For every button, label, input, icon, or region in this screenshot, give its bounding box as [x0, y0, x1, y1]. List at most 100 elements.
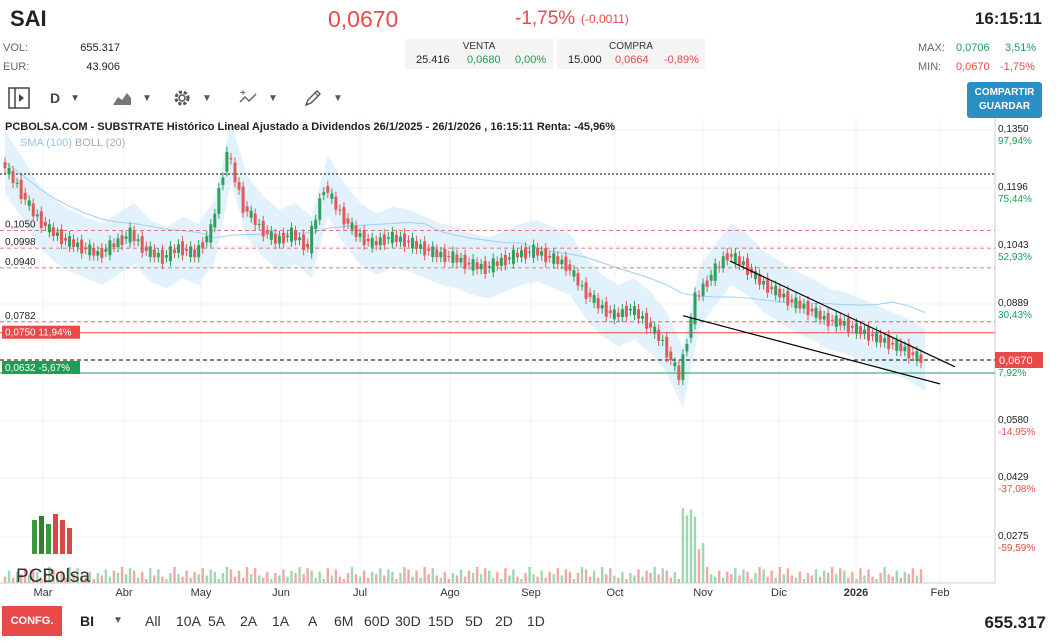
drawing-tools-select[interactable]: ▼: [303, 84, 343, 112]
green-marker-label: 0,0632 -5,67%: [5, 363, 70, 374]
mode-select[interactable]: BI: [80, 613, 94, 629]
volume-bar: [512, 569, 515, 583]
max-value: 0,0706: [956, 42, 990, 54]
candle-body: [140, 236, 144, 253]
volume-bar: [209, 569, 212, 583]
volume-bar: [173, 567, 176, 583]
volume-bar: [270, 579, 273, 583]
volume-bar: [411, 576, 414, 583]
candle-body: [47, 224, 51, 233]
right-axis-percent: 30,43%: [998, 310, 1032, 321]
candle-body: [846, 318, 850, 333]
candle-body: [152, 249, 156, 258]
volume-bar: [750, 579, 753, 583]
candle-body: [854, 323, 858, 334]
volume-bar: [564, 569, 568, 583]
range-5d[interactable]: 5D: [465, 613, 483, 629]
range-5a[interactable]: 5A: [208, 613, 226, 629]
candle-body: [362, 230, 366, 246]
volume-bar: [899, 577, 902, 583]
share-save-button[interactable]: COMPARTIR GUARDAR: [967, 82, 1042, 118]
range-all[interactable]: All: [145, 613, 161, 629]
range-2a[interactable]: 2A: [240, 613, 258, 629]
volume-bar: [629, 573, 632, 583]
volume-bar: [847, 577, 850, 583]
candle-body: [548, 255, 552, 258]
candle-body: [624, 306, 628, 317]
chart-type-select[interactable]: ▼: [112, 84, 152, 112]
volume-bar: [677, 579, 681, 583]
range-15d[interactable]: 15D: [428, 613, 454, 629]
candle-body: [205, 236, 209, 243]
candle-body: [76, 242, 80, 248]
settings-select[interactable]: ▼: [172, 84, 212, 112]
volume-bar: [855, 579, 858, 583]
range-30d[interactable]: 30D: [395, 613, 421, 629]
candle-body: [919, 354, 923, 364]
volume-bar: [713, 576, 717, 583]
volume-bar: [233, 576, 237, 583]
panel-toggle-button[interactable]: [7, 84, 31, 112]
vol-value: 655.317: [80, 42, 120, 54]
volume-bar: [266, 571, 269, 583]
candle-body: [197, 245, 201, 258]
buy-percent: -0,89%: [664, 54, 699, 66]
range-6m[interactable]: 6M: [334, 613, 354, 629]
chevron-down-icon: ▼: [333, 92, 343, 104]
red-marker-label: 0,0750 11,94%: [5, 328, 72, 339]
volume-bar: [536, 576, 539, 583]
volume-bar: [500, 579, 503, 583]
volume-bar: [580, 567, 584, 583]
volume-bar: [302, 574, 305, 583]
candle-body: [128, 227, 132, 243]
candle-body: [273, 234, 277, 244]
volume-bar: [766, 576, 769, 583]
candle-body: [261, 220, 265, 237]
range-60d[interactable]: 60D: [364, 613, 390, 629]
volume-bar: [572, 579, 576, 583]
candle-body: [495, 261, 499, 266]
candle-body: [229, 158, 233, 160]
volume-bar: [124, 574, 128, 583]
candle-body: [568, 264, 572, 271]
range-a[interactable]: A: [308, 613, 318, 629]
range-2d[interactable]: 2D: [495, 613, 513, 629]
candle-body: [729, 254, 733, 257]
volume-bar: [237, 570, 241, 583]
volume-bar: [294, 573, 297, 583]
chevron-down-icon[interactable]: ▼: [113, 615, 123, 626]
candle-body: [887, 335, 891, 350]
volume-bar: [455, 575, 459, 583]
range-1a[interactable]: 1A: [272, 613, 290, 629]
candle-body: [685, 343, 689, 352]
x-tick-label: Abr: [115, 587, 132, 599]
candle-body: [19, 179, 23, 199]
price-chart[interactable]: Mar Abr May Jun Jul Ago Sep Oct Nov Dic 2026 Feb 0,1…: [0, 118, 1058, 600]
candle-body: [911, 352, 915, 355]
current-price-tag: [995, 352, 1043, 368]
config-button[interactable]: CONFG.: [2, 606, 62, 636]
candle-body: [653, 326, 657, 334]
volume-bar: [189, 577, 192, 583]
candle-body: [265, 230, 269, 234]
volume-bar: [835, 574, 838, 583]
range-1d[interactable]: 1D: [527, 613, 545, 629]
indicators-select[interactable]: ▼: [238, 84, 278, 112]
volume-bar: [790, 575, 794, 583]
volume-bar: [814, 569, 818, 583]
candle-body: [907, 343, 911, 359]
volume-bar: [556, 568, 560, 583]
candle-body: [156, 252, 160, 258]
volume-bar: [84, 577, 87, 583]
candle-body: [790, 299, 794, 302]
range-10a[interactable]: 10A: [176, 613, 201, 629]
candle-body: [600, 304, 604, 309]
volume-bar: [370, 571, 374, 583]
volume-bar: [443, 571, 447, 583]
volume-bar: [588, 576, 592, 583]
volume-bar: [600, 567, 604, 583]
volume-bar: [132, 570, 136, 583]
volume-bar: [516, 576, 519, 583]
period-select[interactable]: D ▼: [50, 84, 80, 112]
